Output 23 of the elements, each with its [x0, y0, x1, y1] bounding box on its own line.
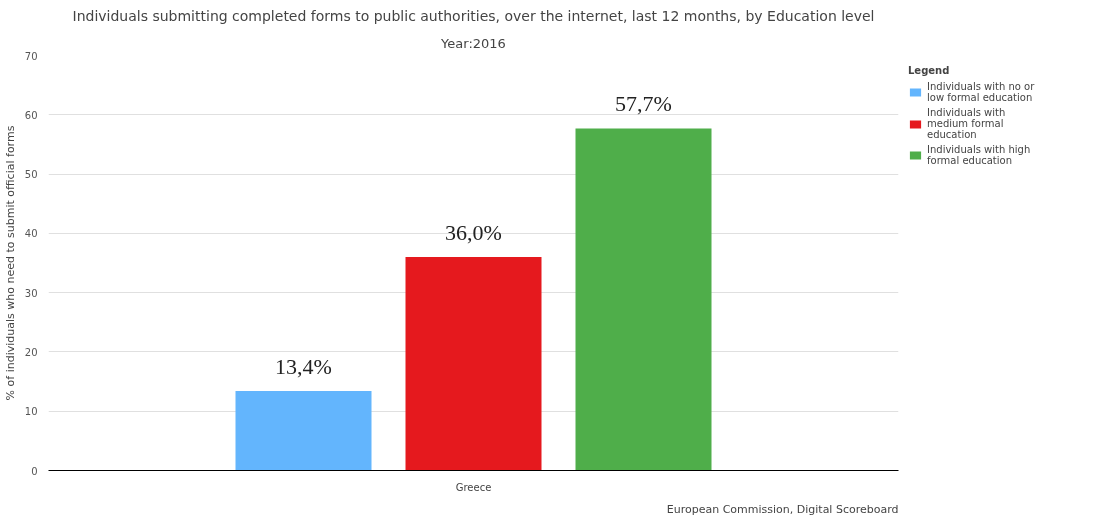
y-tick-label: 20	[24, 346, 38, 358]
data-label: 57,7%	[615, 91, 672, 117]
y-tick-label: 50	[24, 169, 38, 181]
data-label: 13,4%	[275, 354, 332, 380]
y-axis-title: % of individuals who need to submit official forms	[3, 125, 17, 401]
x-tick-label: Greece	[455, 481, 492, 493]
bar	[575, 128, 712, 471]
text: European Commission, Digital Scoreboard	[666, 502, 899, 516]
chart-title: Individuals submitting completed forms to public authorities, over the internet, last 12 months, by Education level	[72, 7, 875, 24]
bar	[235, 391, 372, 471]
y-tick-label: 30	[24, 287, 38, 299]
legend-label: Individuals with high formal education	[927, 144, 1031, 166]
y-tick-label: 60	[24, 109, 38, 121]
legend-label: Individuals with medium formal education	[927, 107, 1006, 140]
y-tick-label: 70	[24, 50, 38, 62]
legend-label: Individuals with no or low formal education	[927, 81, 1035, 103]
data-label: 36,0%	[445, 220, 502, 246]
bar	[405, 257, 542, 471]
y-tick-label: 10	[24, 406, 38, 418]
legend-title: Legend	[908, 65, 951, 76]
y-tick-label: 0	[31, 465, 38, 477]
chart-subtitle: Year:2016	[440, 35, 506, 51]
y-tick-label: 40	[24, 228, 38, 240]
